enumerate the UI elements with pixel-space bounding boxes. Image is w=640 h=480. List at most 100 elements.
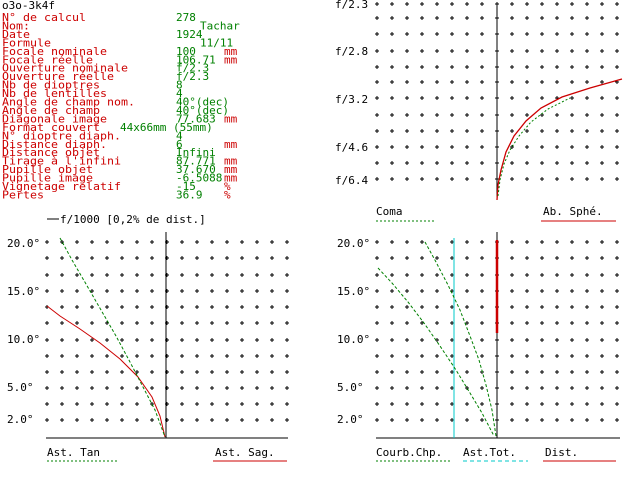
grid-tick	[90, 370, 94, 374]
grid-tick	[555, 65, 559, 69]
grid-tick	[450, 305, 454, 309]
grid-tick	[270, 321, 274, 325]
grid-tick	[450, 65, 454, 69]
grid-tick	[510, 161, 514, 165]
spec-row: Formule 11/11	[2, 36, 233, 49]
grid-tick	[555, 161, 559, 165]
grid-tick	[555, 386, 559, 390]
grid-tick	[435, 161, 439, 165]
spec-row: Nb de lentilles 4	[2, 87, 183, 100]
y-label-f28: f/2.8	[335, 45, 368, 58]
grid-tick	[255, 256, 259, 260]
spec-label: N° de calcul	[2, 11, 86, 24]
spec-value: 37.670	[176, 163, 216, 176]
grid-tick	[480, 338, 484, 342]
grid-tick	[615, 256, 619, 260]
grid-tick	[105, 370, 109, 374]
grid-tick	[525, 129, 529, 133]
grid-tick	[450, 402, 454, 406]
grid-tick	[585, 289, 589, 293]
grid-tick	[480, 354, 484, 358]
spec-label: Distance diaph.	[2, 138, 107, 151]
grid-tick	[570, 129, 574, 133]
spec-value: Infini	[176, 146, 216, 159]
grid-tick	[390, 145, 394, 149]
legend-coma: Coma	[376, 205, 403, 218]
grid-tick	[180, 289, 184, 293]
grid-tick	[105, 402, 109, 406]
spec-label: Ouverture réelle	[2, 70, 114, 83]
grid-tick	[90, 305, 94, 309]
astigmatism-chart: f/1000 [0,2% de dist.] 20.0° 15.0° 10.0°…	[7, 213, 289, 462]
grid-tick	[555, 305, 559, 309]
grid-tick	[525, 386, 529, 390]
grid-tick	[240, 402, 244, 406]
grid-tick	[480, 96, 484, 100]
grid-tick	[150, 354, 154, 358]
grid-tick	[570, 16, 574, 20]
grid-tick	[540, 273, 544, 277]
grid-tick	[375, 49, 379, 53]
grid-tick	[405, 370, 409, 374]
grid-tick	[585, 32, 589, 36]
spec-label: Nom:	[2, 19, 30, 32]
grid-tick	[210, 370, 214, 374]
grid-tick	[195, 289, 199, 293]
grid-tick	[480, 305, 484, 309]
grid-tick	[45, 289, 49, 293]
grid-tick	[615, 113, 619, 117]
grid-tick	[465, 305, 469, 309]
grid-tick	[75, 240, 79, 244]
grid-tick	[120, 418, 124, 422]
coma-curve	[497, 97, 571, 197]
grid-tick	[585, 65, 589, 69]
grid-tick	[405, 177, 409, 181]
grid-tick	[375, 402, 379, 406]
grid-tick	[450, 273, 454, 277]
grid-tick	[45, 338, 49, 342]
grid-tick	[615, 321, 619, 325]
grid-tick	[405, 240, 409, 244]
grid-tick	[540, 370, 544, 374]
spec-unit: %	[224, 188, 231, 201]
grid-tick	[570, 161, 574, 165]
grid-tick	[555, 321, 559, 325]
grid-tick	[420, 129, 424, 133]
grid-tick	[435, 80, 439, 84]
legend-ast-tot: Ast.Tot.	[463, 446, 516, 459]
grid-tick	[210, 256, 214, 260]
grid-tick	[375, 161, 379, 165]
spec-unit: mm	[224, 172, 238, 185]
grid-tick	[195, 256, 199, 260]
grid-tick	[420, 16, 424, 20]
grid-tick	[150, 256, 154, 260]
ast-sag-curve	[46, 305, 166, 438]
grid-tick	[390, 273, 394, 277]
grid-tick	[465, 2, 469, 6]
grid-tick	[270, 338, 274, 342]
grid-tick	[405, 386, 409, 390]
grid-tick	[450, 161, 454, 165]
grid-tick	[570, 273, 574, 277]
grid-tick	[465, 65, 469, 69]
grid-tick	[465, 113, 469, 117]
grid-tick	[555, 80, 559, 84]
grid-tick	[555, 370, 559, 374]
grid-tick	[195, 354, 199, 358]
spec-row: Distance objet Infini	[2, 146, 216, 159]
spec-label: Ouverture nominale	[2, 62, 128, 75]
grid-tick	[255, 338, 259, 342]
grid-tick	[120, 321, 124, 325]
grid-tick	[450, 338, 454, 342]
y-label-20b: 20.0°	[337, 237, 370, 250]
grid-tick	[450, 177, 454, 181]
grid-tick	[180, 386, 184, 390]
grid-tick	[75, 386, 79, 390]
grid-tick	[120, 240, 124, 244]
grid-tick	[210, 321, 214, 325]
grid-tick	[510, 321, 514, 325]
grid-tick	[420, 354, 424, 358]
spec-value: 1924	[176, 28, 203, 41]
spec-label: Pertes	[2, 188, 44, 201]
grid-tick	[255, 402, 259, 406]
